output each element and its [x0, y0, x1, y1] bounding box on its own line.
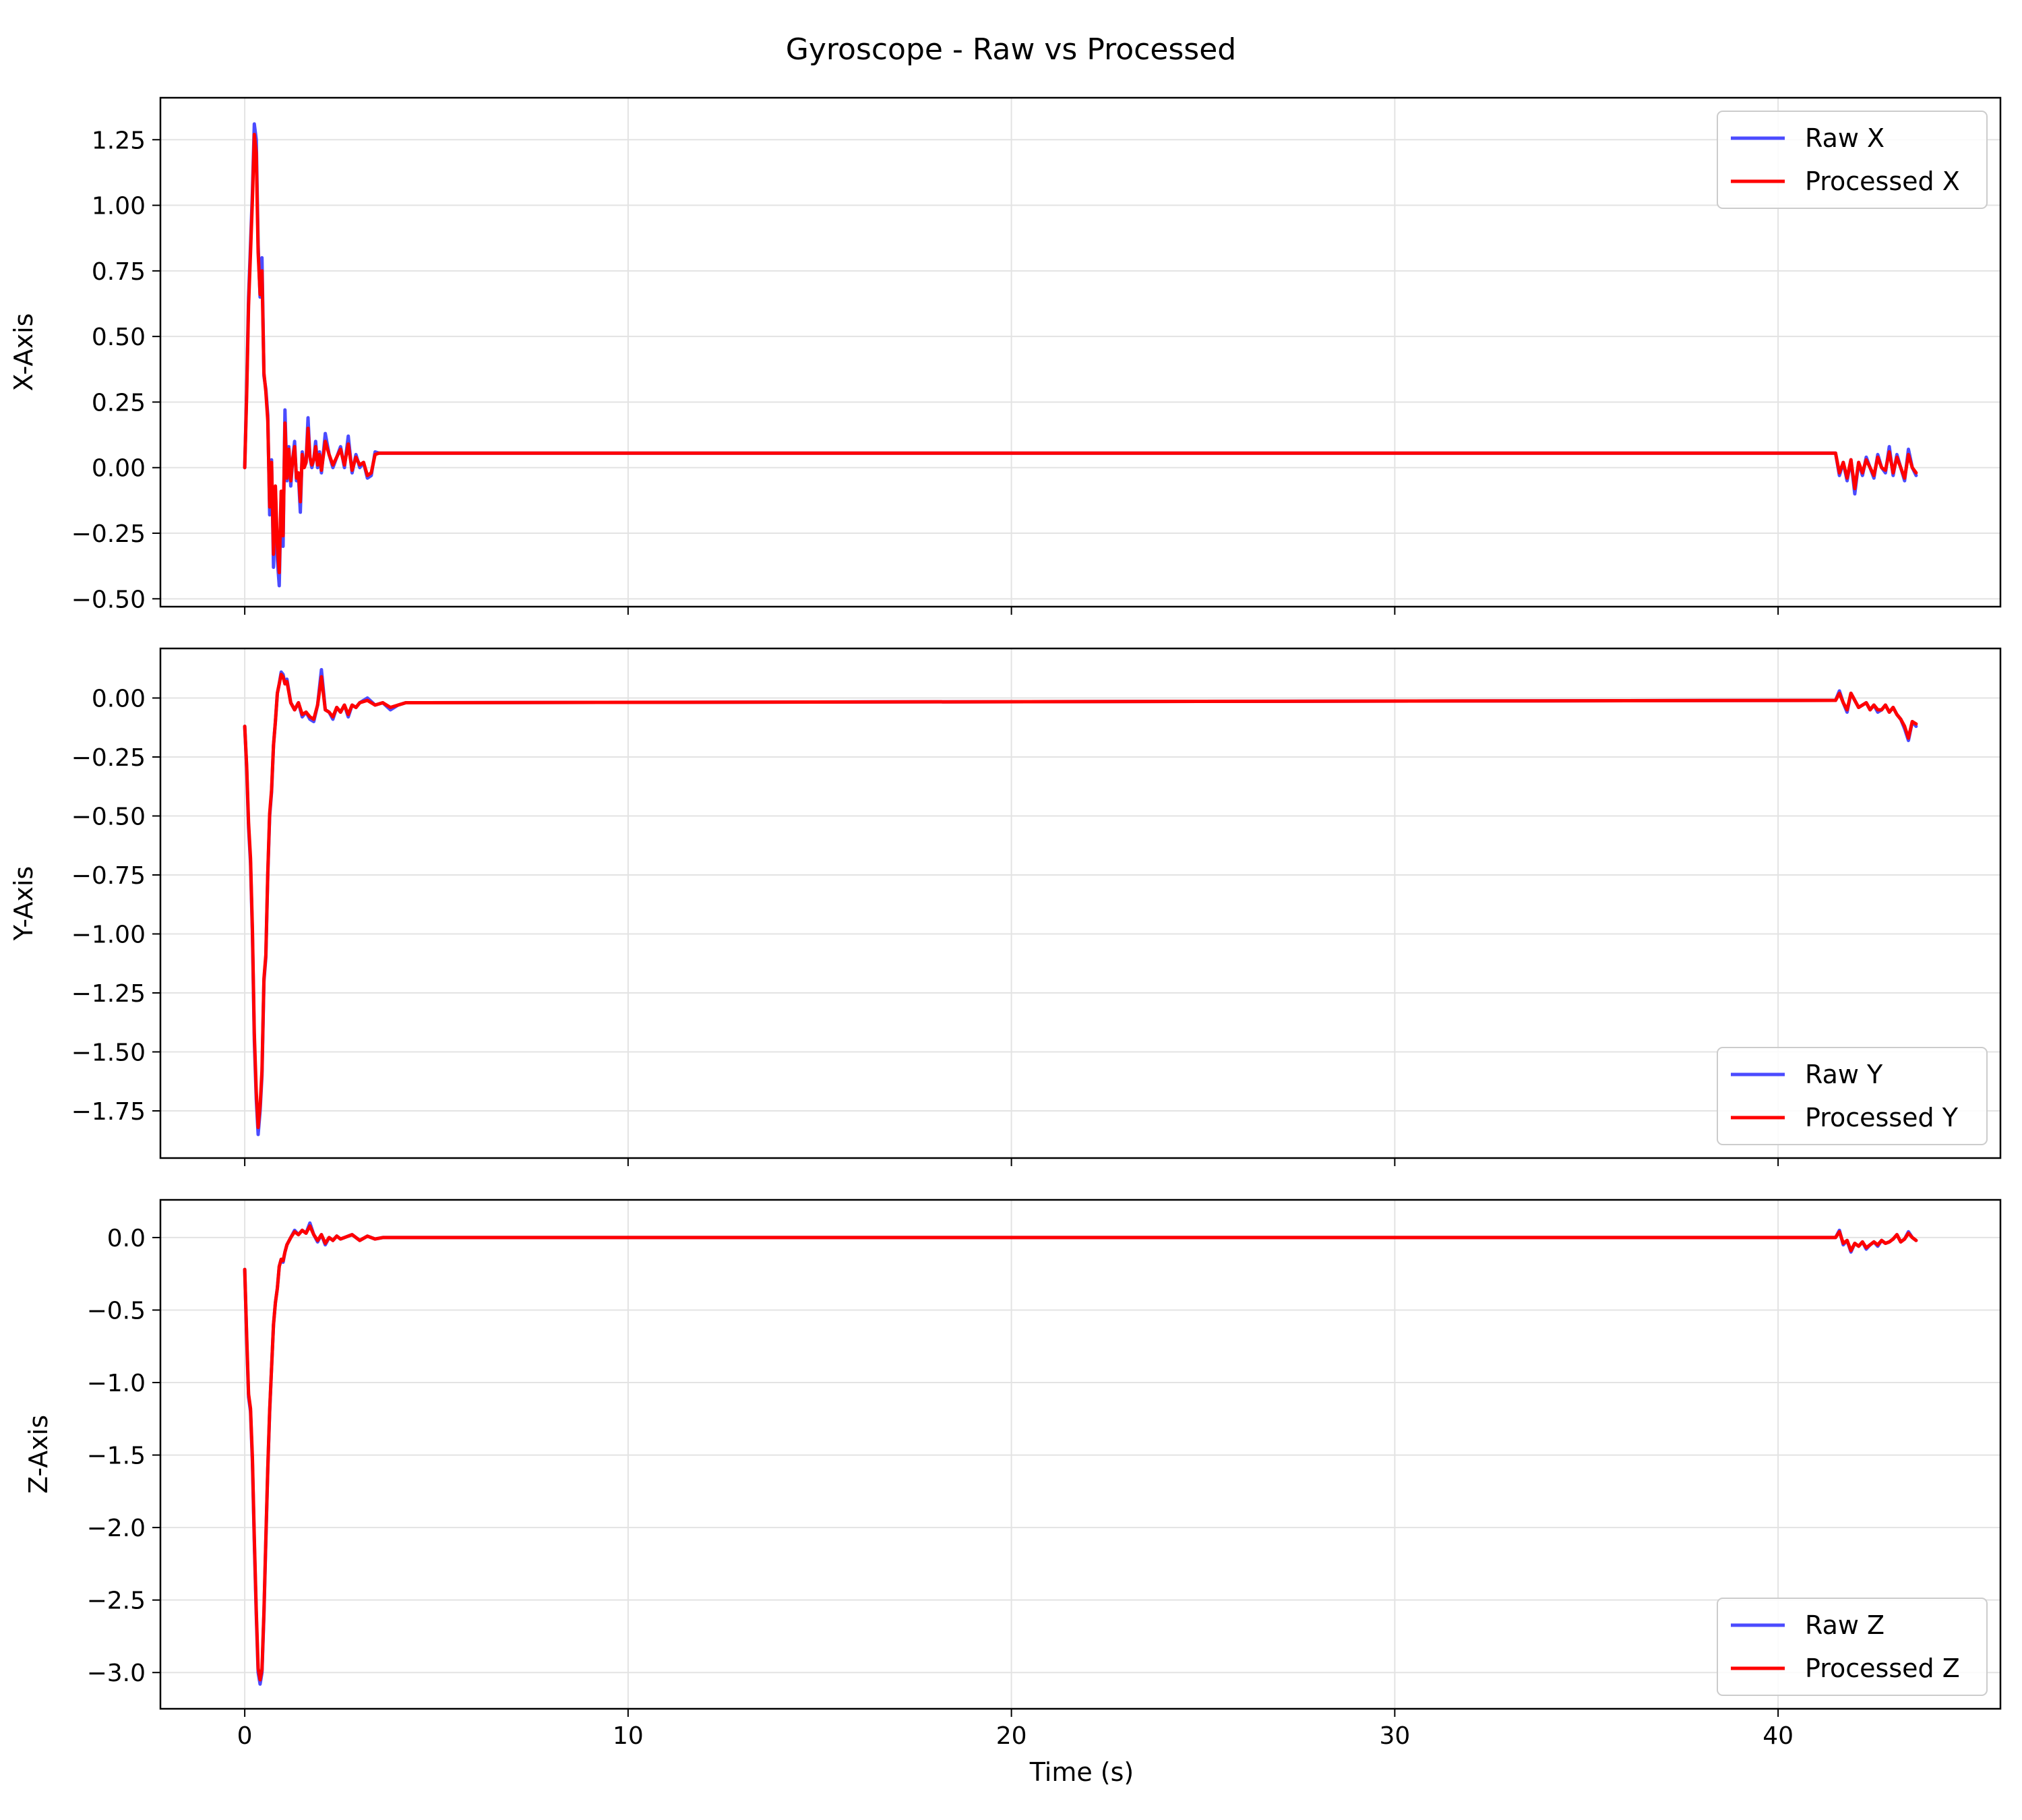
x-axis-panel: −0.50 −0.25 0.00 0.25 0.50 0.75 1.00 1.25 X-Axis…: [9, 96, 2002, 615]
y-legend-label-raw: Raw Y: [1805, 1060, 1883, 1089]
y-y-tick-label: −1.00: [71, 921, 146, 949]
z-y-tick-label: −2.5: [87, 1587, 146, 1615]
x-tick-label: 40: [1763, 1722, 1794, 1750]
z-y-axis-label: Z-Axis: [24, 1415, 53, 1494]
z-legend-box: [1717, 1598, 1988, 1696]
figure-title: Gyroscope - Raw vs Processed: [786, 32, 1236, 67]
subplots: −0.50−0.250.000.250.500.751.001.25X-Axis…: [9, 96, 2002, 1750]
y-legend-box: [1717, 1047, 1988, 1145]
y-series-raw-line: [243, 668, 1918, 1136]
x-y-tick-label: −0.50: [71, 586, 146, 613]
y-y-tick-label: −1.25: [71, 980, 146, 1008]
x-y-tick-label: 1.00: [92, 193, 146, 220]
y-legend-label-processed: Processed Y: [1805, 1103, 1959, 1132]
x-y-axis-label: X-Axis: [9, 313, 38, 392]
z-axis-panel: 0 10 20 30 40 −3.0 −2.5 −2.0 −1.5 −1.0 −0.5 0.0 Z-Ax…: [24, 1199, 2002, 1750]
y-legend: Raw Y Processed Y: [1717, 1047, 1988, 1145]
x-series-raw-line: [243, 122, 1918, 588]
x-axis-label: Time (s): [1029, 1757, 1134, 1787]
y-y-tick-label: −1.75: [71, 1098, 146, 1126]
y-y-tick-label: −0.50: [71, 803, 146, 831]
z-y-tick-label: −1.5: [87, 1443, 146, 1470]
y-y-tick-label: −1.50: [71, 1039, 146, 1067]
z-axes-frame: [159, 1199, 2002, 1710]
y-axes-frame: [159, 647, 2002, 1159]
x-y-tick-label: 0.25: [92, 389, 146, 417]
z-legend: Raw Z Processed Z: [1717, 1598, 1988, 1696]
x-tick-label: 0: [237, 1722, 253, 1750]
x-legend-label-processed: Processed X: [1805, 166, 1960, 196]
x-y-tick-label: 0.75: [92, 258, 146, 286]
x-y-tick-label: 0.00: [92, 455, 146, 483]
x-legend: Raw X Processed X: [1717, 111, 1988, 209]
z-y-tick-label: −2.0: [87, 1515, 146, 1542]
x-axes-frame: [159, 96, 2002, 608]
z-legend-label-processed: Processed Z: [1805, 1654, 1960, 1683]
y-y-axis-label: Y-Axis: [9, 866, 38, 941]
z-y-tick-label: −0.5: [87, 1297, 146, 1325]
x-series-processed-line: [243, 133, 1918, 574]
x-tick-label: 30: [1379, 1722, 1410, 1750]
z-legend-label-raw: Raw Z: [1805, 1610, 1885, 1640]
y-y-tick-label: 0.00: [92, 686, 146, 713]
y-axis-panel: −1.75 −1.50 −1.25 −1.00 −0.75 −0.50 −0.25 0.00 Y…: [9, 647, 2002, 1166]
z-series-processed-line: [243, 1224, 1918, 1682]
y-y-tick-label: −0.25: [71, 744, 146, 772]
z-y-tick-label: 0.0: [107, 1225, 146, 1252]
x-legend-box: [1717, 111, 1988, 209]
y-series-processed-line: [243, 673, 1918, 1129]
x-tick-label: 10: [613, 1722, 644, 1750]
x-y-tick-label: 0.50: [92, 324, 146, 351]
z-series-raw-line: [243, 1221, 1918, 1686]
x-y-tick-label: 1.25: [92, 127, 146, 154]
z-y-tick-label: −1.0: [87, 1370, 146, 1397]
x-tick-label: 20: [996, 1722, 1027, 1750]
z-y-tick-label: −3.0: [87, 1660, 146, 1687]
x-legend-label-raw: Raw X: [1805, 123, 1885, 153]
y-y-tick-label: −0.75: [71, 862, 146, 890]
x-y-tick-label: −0.25: [71, 520, 146, 548]
